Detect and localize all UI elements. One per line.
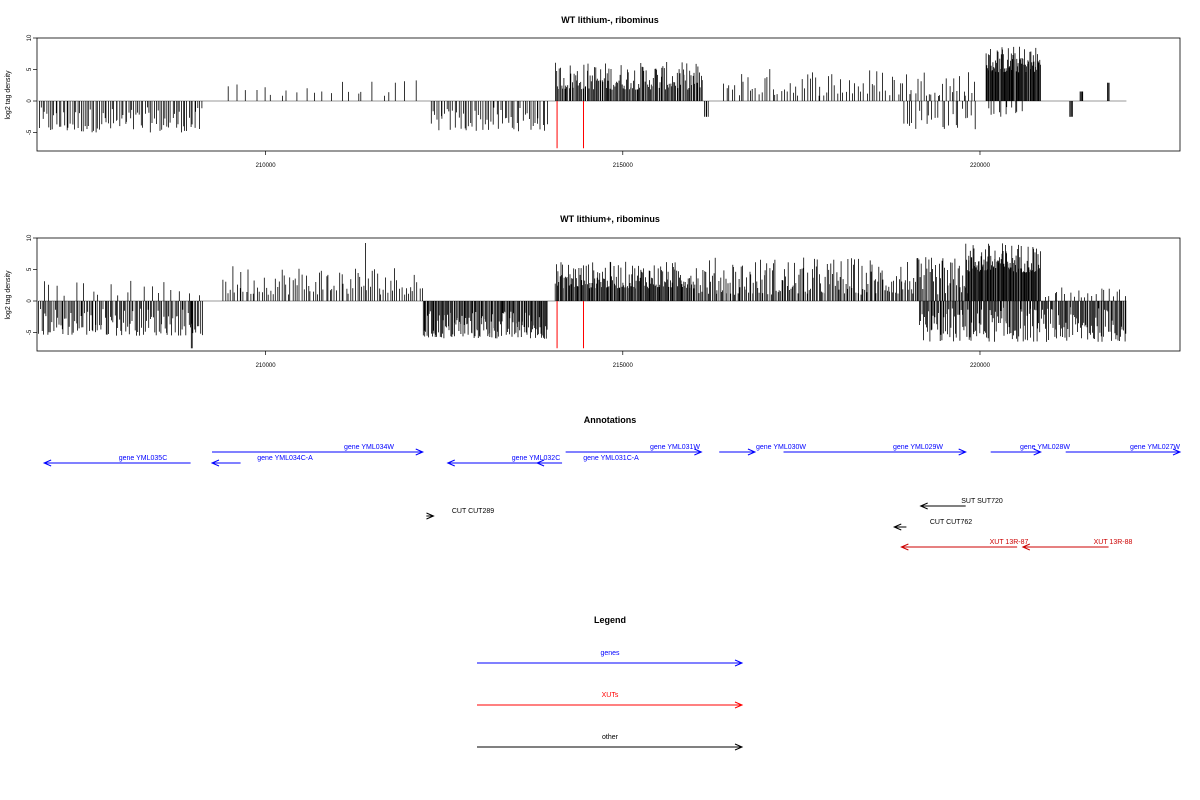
annotation-label: gene YML035C [119, 455, 168, 462]
legend-label: genes [600, 650, 620, 657]
annotation-label: gene YML034W [344, 444, 394, 451]
annotation-label: gene YML031W [650, 444, 700, 451]
x-tick-label: 220000 [970, 163, 991, 169]
arrow-head [958, 448, 967, 456]
plot-frame [36, 237, 1181, 352]
arrow-head [919, 502, 928, 510]
axes: 10 5 0 -5 210000 215000 220000 [27, 234, 991, 369]
arrow-head [734, 659, 744, 667]
y-axis-label: log2 tag density [5, 270, 12, 320]
annotation-label: gene YML032C [512, 455, 561, 462]
legend-label: other [602, 734, 619, 741]
y-tick-label: 10 [27, 34, 33, 41]
arrow-head [415, 448, 425, 456]
panel-lithium-plus: WT lithium+, ribominus log2 tag density … [5, 214, 1181, 369]
legend-arrow [477, 659, 744, 667]
x-tick-label: 210000 [256, 163, 277, 169]
x-tick-label: 215000 [613, 363, 634, 369]
annotation-label: gene YML030W [756, 444, 806, 451]
arrow-head [900, 543, 909, 551]
legend-arrow [477, 701, 744, 709]
density-bars [38, 243, 1127, 349]
legend-label: XUTs [602, 692, 619, 699]
arrow-head [734, 701, 744, 709]
y-tick-label: 0 [27, 299, 33, 303]
arrow-head [1021, 543, 1031, 551]
x-tick-label: 210000 [256, 363, 277, 369]
plot-frame [36, 37, 1181, 152]
arrow-head [694, 448, 703, 456]
panel-title: WT lithium+, ribominus [560, 214, 660, 224]
y-tick-label: -5 [27, 129, 33, 135]
annotation-arrow [535, 459, 563, 467]
annotation-label: gene YML029W [893, 444, 943, 451]
annotation-arrow [719, 448, 757, 456]
annotation-label: gene YML027W [1130, 444, 1180, 451]
arrow-head [734, 743, 744, 751]
y-axis-label: log2 tag density [5, 70, 12, 120]
annotation-arrow [446, 459, 548, 467]
annotation-arrow [1065, 448, 1182, 456]
annotation-arrow [565, 448, 703, 456]
arrow-head [1172, 448, 1182, 456]
annotations-title: Annotations [584, 415, 637, 425]
annotation-label: XUT 13R-87 [990, 539, 1029, 546]
annotation-label: gene YML028W [1020, 444, 1070, 451]
annotation-label: CUT CUT289 [452, 508, 494, 515]
x-tick-label: 220000 [970, 363, 991, 369]
annotation-arrow [900, 543, 1018, 551]
axes: 10 5 0 -5 210000 215000 220000 [27, 34, 991, 169]
panel-title: WT lithium-, ribominus [561, 15, 659, 25]
annotation-arrow [919, 502, 966, 510]
annotation-arrow [426, 512, 435, 520]
y-tick-label: 5 [27, 267, 33, 271]
arrow-head [210, 459, 220, 467]
arrow-head [426, 512, 435, 520]
arrow-head [446, 459, 455, 467]
y-tick-label: 5 [27, 67, 33, 71]
annotation-label: gene YML034C-A [257, 455, 313, 462]
legend-arrow [477, 743, 744, 751]
arrow-head [1033, 448, 1042, 456]
arrow-head [747, 448, 757, 456]
annotation-arrow [212, 448, 425, 456]
annotation-label: gene YML031C-A [583, 455, 639, 462]
annotation-arrow [42, 459, 191, 467]
annotation-arrow [892, 523, 907, 531]
panel-lithium-minus: WT lithium-, ribominus log2 tag density … [5, 15, 1181, 169]
y-tick-label: 0 [27, 99, 33, 103]
annotation-label: CUT CUT762 [930, 519, 972, 526]
annotation-label: XUT 13R-88 [1094, 539, 1133, 546]
y-tick-label: -5 [27, 329, 33, 335]
arrow-head [535, 459, 545, 467]
legend: genes XUTs other [477, 650, 744, 751]
arrow-head [892, 523, 902, 531]
annotation-arrow [783, 448, 967, 456]
legend-title: Legend [594, 615, 626, 625]
annotation-arrow [210, 459, 241, 467]
arrow-head [42, 459, 52, 467]
y-tick-label: 10 [27, 234, 33, 241]
annotation-arrow [990, 448, 1042, 456]
density-bars [38, 46, 1127, 149]
annotation-arrow [1021, 543, 1109, 551]
annotation-track: gene YML035C gene YML034C-A gene YML034W ge… [42, 444, 1182, 551]
annotation-label: SUT SUT720 [961, 498, 1003, 505]
x-tick-label: 215000 [613, 163, 634, 169]
